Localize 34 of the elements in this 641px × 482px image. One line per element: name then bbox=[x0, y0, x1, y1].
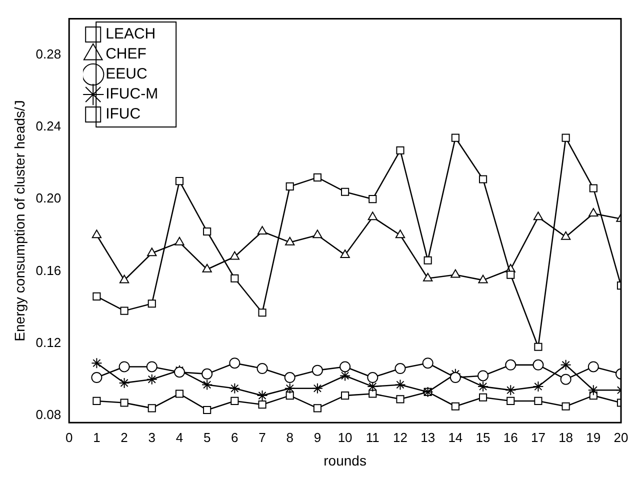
x-tick-label: 19 bbox=[586, 430, 601, 445]
x-tick-label: 2 bbox=[120, 430, 128, 445]
y-tick-label: 0.28 bbox=[36, 46, 62, 62]
x-tick-label: 14 bbox=[448, 430, 463, 445]
y-axis-title: Energy consumption of cluster heads/J bbox=[11, 100, 28, 342]
x-tick-label: 15 bbox=[476, 430, 490, 445]
x-tick-label: 9 bbox=[314, 430, 322, 445]
legend-label: EEUC bbox=[106, 66, 148, 83]
x-tick-label: 17 bbox=[530, 430, 546, 445]
x-tick-label: 5 bbox=[203, 430, 211, 445]
y-tick-label: 0.08 bbox=[36, 406, 62, 422]
x-tick-label: 0 bbox=[65, 430, 73, 445]
x-tick-label: 12 bbox=[393, 430, 408, 445]
x-tick-label: 3 bbox=[148, 430, 156, 445]
y-tick-label: 0.24 bbox=[36, 118, 62, 134]
x-tick-label: 8 bbox=[286, 430, 294, 445]
x-tick-label: 13 bbox=[420, 430, 436, 445]
legend-label: IFUC-M bbox=[106, 86, 158, 103]
y-tick-label: 0.12 bbox=[36, 334, 62, 350]
x-axis-title: rounds bbox=[324, 452, 366, 468]
y-tick-label: 0.16 bbox=[36, 262, 62, 278]
x-tick-label: 1 bbox=[93, 430, 100, 445]
x-tick-label: 11 bbox=[366, 430, 380, 445]
x-tick-label: 4 bbox=[176, 430, 184, 445]
legend-label: IFUC bbox=[106, 106, 141, 123]
x-tick-label: 10 bbox=[338, 430, 352, 445]
x-tick-label: 20 bbox=[614, 430, 628, 445]
x-tick-label: 16 bbox=[503, 430, 518, 445]
x-tick-label: 18 bbox=[558, 430, 574, 445]
legend-label: LEACH bbox=[106, 26, 156, 43]
legend-label: CHEF bbox=[106, 46, 146, 63]
x-tick-label: 6 bbox=[231, 430, 238, 445]
y-tick-label: 0.20 bbox=[36, 190, 62, 206]
x-tick-label: 7 bbox=[258, 430, 266, 445]
